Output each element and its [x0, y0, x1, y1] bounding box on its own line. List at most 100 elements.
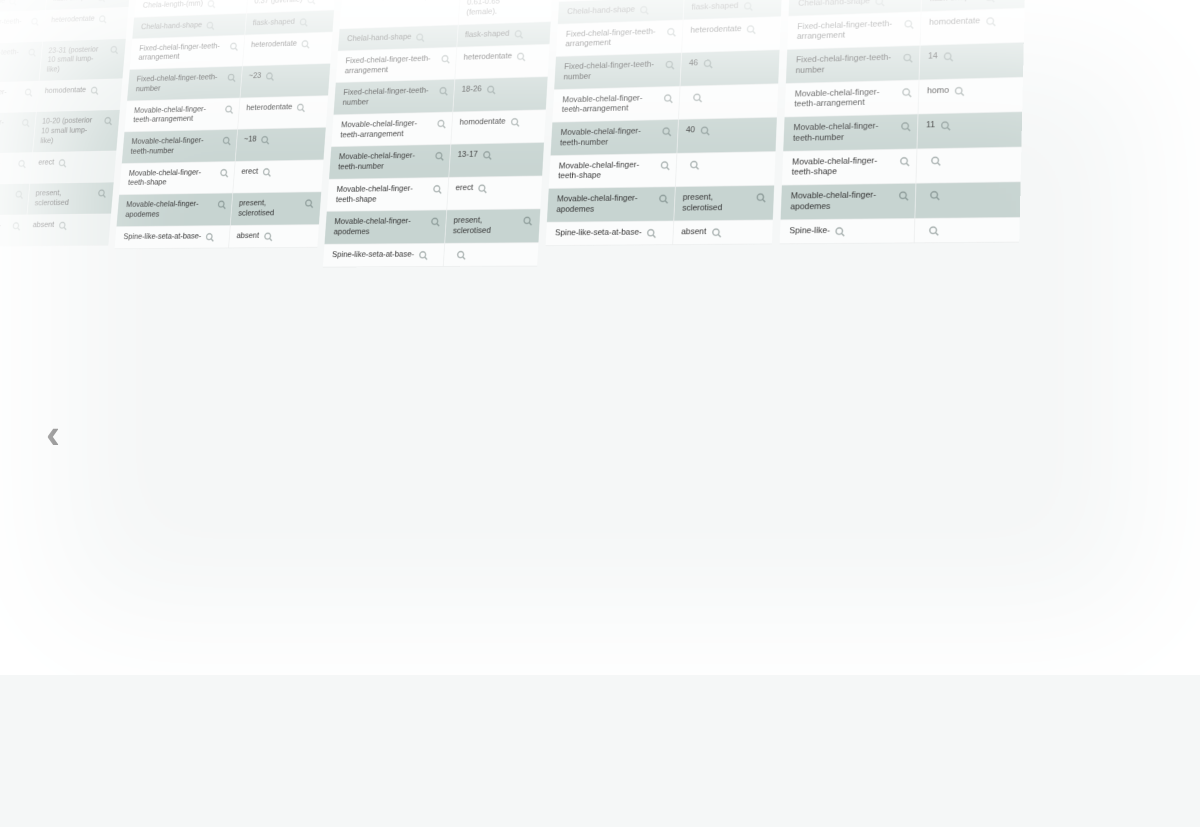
magnify-icon[interactable] [226, 72, 236, 81]
magnify-icon[interactable] [942, 51, 953, 61]
magnify-icon[interactable] [666, 26, 677, 36]
magnify-icon[interactable] [440, 54, 450, 64]
magnify-icon[interactable] [436, 118, 447, 128]
magnify-icon[interactable] [205, 232, 215, 241]
magnify-icon[interactable] [98, 14, 108, 23]
magnify-icon[interactable] [477, 183, 488, 193]
trait-value-cell: 23-31 (posterior 10 small lump-like) [39, 38, 125, 80]
magnify-icon[interactable] [482, 150, 493, 160]
magnify-icon[interactable] [516, 51, 527, 61]
magnify-icon[interactable] [930, 155, 942, 165]
trait-row: Movable-chelal-finger-teeth-shape [549, 151, 776, 188]
magnify-icon[interactable] [661, 126, 672, 136]
trait-value-cell: 0.55-0.63 (male), 0.61-0.65 (female). [459, 0, 553, 24]
trait-value-text: flask-shaped [691, 0, 738, 12]
magnify-icon[interactable] [900, 121, 911, 131]
magnify-icon[interactable] [229, 41, 239, 50]
magnify-icon[interactable] [901, 87, 912, 97]
magnify-icon[interactable] [89, 85, 99, 94]
magnify-icon[interactable] [418, 250, 429, 260]
magnify-icon[interactable] [221, 136, 231, 145]
trait-row: Movable-chelal-finger-teeth-arrangement [552, 83, 778, 122]
magnify-icon[interactable] [755, 192, 766, 202]
trait-value-cell: absent [673, 219, 773, 243]
magnify-icon[interactable] [298, 17, 308, 27]
trait-value-text: present, sclerotised [682, 192, 751, 214]
magnify-icon[interactable] [415, 32, 425, 42]
magnify-icon[interactable] [103, 116, 113, 125]
magnify-icon[interactable] [11, 221, 21, 230]
magnify-icon[interactable] [109, 44, 119, 53]
magnify-icon[interactable] [743, 1, 754, 11]
trait-value-cell: ~23 [240, 63, 330, 96]
magnify-icon[interactable] [206, 20, 216, 29]
trait-name-label: Movable-chelal-finger-teeth-arrangement [133, 104, 221, 126]
magnify-icon[interactable] [224, 104, 234, 113]
magnify-icon[interactable] [301, 39, 311, 49]
magnify-icon[interactable] [216, 199, 226, 208]
magnify-icon[interactable] [96, 0, 106, 2]
magnify-icon[interactable] [434, 151, 445, 161]
magnify-icon[interactable] [835, 226, 846, 236]
magnify-icon[interactable] [902, 52, 913, 62]
trait-name-label: Movable-chelal-finger-teeth-number [130, 135, 218, 156]
magnify-icon[interactable] [486, 85, 497, 95]
magnify-icon[interactable] [27, 47, 37, 56]
magnify-icon[interactable] [265, 71, 275, 81]
magnify-icon[interactable] [940, 120, 951, 130]
magnify-icon[interactable] [522, 216, 533, 226]
prev-arrow[interactable]: ‹ [46, 410, 60, 458]
trait-row: Movable-chelal-finger-teeth-arrangementh… [0, 78, 122, 114]
trait-name-label: Movable-chelal-finger-apodemes [125, 199, 213, 220]
magnify-icon[interactable] [875, 0, 886, 6]
magnify-icon[interactable] [14, 190, 24, 199]
magnify-icon[interactable] [899, 156, 910, 166]
magnify-icon[interactable] [455, 250, 466, 260]
magnify-icon[interactable] [897, 190, 908, 200]
magnify-icon[interactable] [58, 158, 68, 167]
magnify-icon[interactable] [17, 159, 27, 168]
magnify-icon[interactable] [929, 190, 941, 200]
magnify-icon[interactable] [746, 24, 757, 34]
magnify-icon[interactable] [659, 160, 670, 170]
magnify-icon[interactable] [430, 217, 441, 227]
magnify-icon[interactable] [984, 0, 995, 2]
magnify-icon[interactable] [260, 135, 270, 145]
magnify-icon[interactable] [702, 58, 713, 68]
magnify-icon[interactable] [664, 59, 675, 69]
magnify-icon[interactable] [296, 102, 306, 112]
magnify-icon[interactable] [985, 16, 996, 26]
magnify-icon[interactable] [97, 188, 107, 197]
magnify-icon[interactable] [510, 117, 521, 127]
magnify-icon[interactable] [711, 227, 722, 237]
magnify-icon[interactable] [262, 167, 272, 177]
magnify-icon[interactable] [513, 29, 524, 39]
magnify-icon[interactable] [438, 86, 448, 96]
magnify-icon[interactable] [699, 125, 710, 135]
magnify-icon[interactable] [207, 0, 217, 8]
magnify-icon[interactable] [689, 159, 700, 169]
magnify-icon[interactable] [646, 227, 657, 237]
magnify-icon[interactable] [658, 193, 669, 203]
trait-value-text: 0.55-0.63 (male), 0.61-0.65 (female). [466, 0, 531, 18]
magnify-icon[interactable] [58, 220, 68, 229]
magnify-icon[interactable] [639, 4, 650, 14]
magnify-icon[interactable] [903, 18, 914, 28]
magnify-icon[interactable] [306, 0, 316, 4]
magnify-icon[interactable] [219, 167, 229, 176]
trait-name-cell: Movable-chelal-finger-teeth-shape [119, 161, 235, 194]
magnify-icon[interactable] [954, 85, 965, 95]
trait-value-text: 14 [928, 51, 938, 62]
magnify-icon[interactable] [662, 93, 673, 103]
magnify-icon[interactable] [263, 231, 273, 241]
magnify-icon[interactable] [8, 0, 18, 6]
trait-name-label: Movable-chelal-finger-apodemes [556, 193, 654, 215]
magnify-icon[interactable] [692, 92, 703, 102]
magnify-icon[interactable] [23, 87, 33, 96]
magnify-icon[interactable] [30, 17, 40, 26]
magnify-icon[interactable] [928, 225, 940, 235]
magnify-icon[interactable] [304, 198, 314, 208]
magnify-icon[interactable] [432, 184, 443, 194]
trait-name-label: Fixed-chelal-finger-teeth-number [0, 47, 24, 68]
magnify-icon[interactable] [21, 118, 31, 127]
